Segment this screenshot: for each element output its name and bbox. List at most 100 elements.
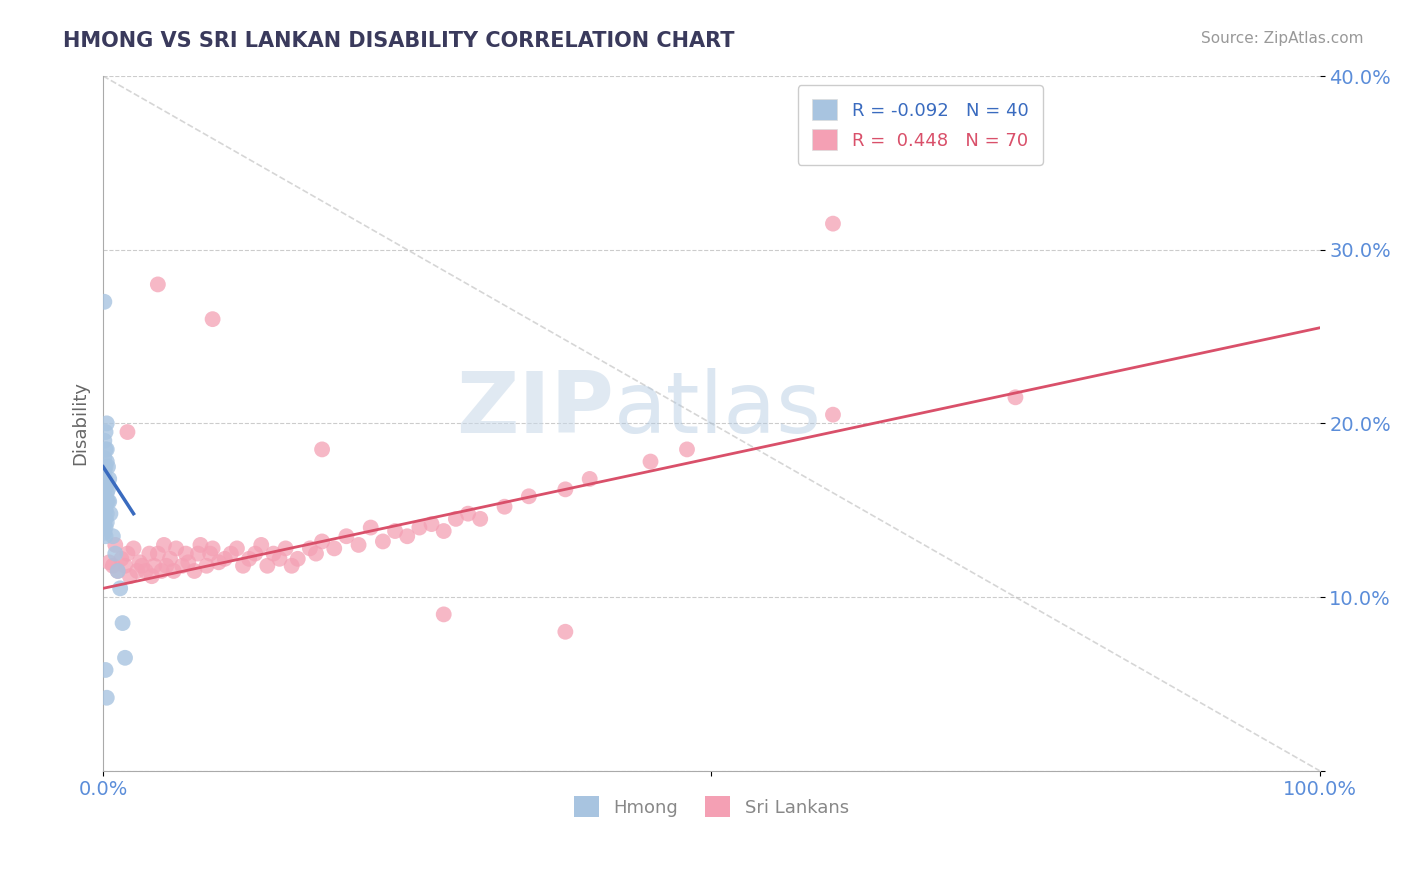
Text: HMONG VS SRI LANKAN DISABILITY CORRELATION CHART: HMONG VS SRI LANKAN DISABILITY CORRELATI…: [63, 31, 735, 51]
Point: [676, 442, 699, 457]
Point: [101, 529, 124, 543]
Point: [298, 541, 321, 556]
Point: [93, 508, 115, 523]
Point: [146, 277, 169, 292]
Point: [323, 541, 346, 556]
Point: [93, 434, 115, 448]
Point: [226, 541, 249, 556]
Point: [274, 541, 297, 556]
Point: [172, 558, 194, 573]
Point: [256, 558, 278, 573]
Point: [208, 555, 231, 569]
Point: [96, 477, 118, 491]
Point: [578, 472, 600, 486]
Point: [108, 582, 131, 596]
Point: [114, 558, 136, 573]
Point: [177, 555, 200, 569]
Point: [494, 500, 516, 514]
Point: [347, 538, 370, 552]
Point: [305, 547, 328, 561]
Point: [384, 524, 406, 538]
Point: [396, 529, 419, 543]
Point: [135, 564, 157, 578]
Point: [408, 520, 430, 534]
Point: [128, 555, 150, 569]
Point: [98, 555, 121, 569]
Point: [96, 690, 118, 705]
Point: [101, 558, 124, 573]
Point: [93, 463, 115, 477]
Point: [250, 538, 273, 552]
Point: [371, 534, 394, 549]
Point: [93, 472, 115, 486]
Point: [187, 547, 209, 561]
Point: [114, 650, 136, 665]
Point: [96, 494, 118, 508]
Point: [214, 551, 236, 566]
Point: [94, 512, 117, 526]
Point: [141, 569, 163, 583]
Point: [360, 520, 382, 534]
Point: [94, 503, 117, 517]
Point: [198, 547, 221, 561]
Point: [96, 516, 118, 530]
Point: [201, 312, 224, 326]
Point: [165, 541, 187, 556]
Point: [219, 547, 242, 561]
Point: [93, 517, 115, 532]
Point: [94, 459, 117, 474]
Point: [117, 547, 139, 561]
Point: [444, 512, 467, 526]
Point: [150, 564, 173, 578]
Point: [640, 454, 662, 468]
Point: [96, 442, 118, 457]
Text: Source: ZipAtlas.com: Source: ZipAtlas.com: [1201, 31, 1364, 46]
Point: [93, 294, 115, 309]
Point: [243, 547, 266, 561]
Point: [238, 551, 260, 566]
Point: [280, 558, 302, 573]
Point: [94, 529, 117, 543]
Point: [433, 607, 456, 622]
Point: [98, 472, 121, 486]
Point: [97, 483, 120, 497]
Point: [311, 534, 333, 549]
Y-axis label: Disability: Disability: [72, 382, 89, 466]
Point: [433, 524, 456, 538]
Point: [117, 425, 139, 439]
Point: [94, 481, 117, 495]
Point: [262, 547, 284, 561]
Point: [190, 538, 212, 552]
Point: [517, 489, 540, 503]
Point: [183, 564, 205, 578]
Point: [335, 529, 357, 543]
Point: [97, 494, 120, 508]
Point: [195, 558, 218, 573]
Point: [201, 541, 224, 556]
Point: [138, 547, 160, 561]
Point: [94, 472, 117, 486]
Point: [96, 485, 118, 500]
Point: [174, 547, 197, 561]
Point: [93, 481, 115, 495]
Point: [127, 564, 149, 578]
Point: [269, 551, 291, 566]
Point: [104, 538, 127, 552]
Point: [107, 564, 129, 578]
Point: [146, 547, 169, 561]
Point: [104, 547, 127, 561]
Point: [821, 217, 844, 231]
Point: [420, 517, 443, 532]
Text: atlas: atlas: [614, 368, 823, 451]
Point: [131, 558, 153, 573]
Point: [155, 558, 177, 573]
Point: [100, 507, 122, 521]
Point: [143, 558, 166, 573]
Point: [93, 500, 115, 514]
Point: [93, 525, 115, 540]
Point: [554, 483, 576, 497]
Point: [111, 616, 134, 631]
Point: [94, 425, 117, 439]
Point: [554, 624, 576, 639]
Point: [821, 408, 844, 422]
